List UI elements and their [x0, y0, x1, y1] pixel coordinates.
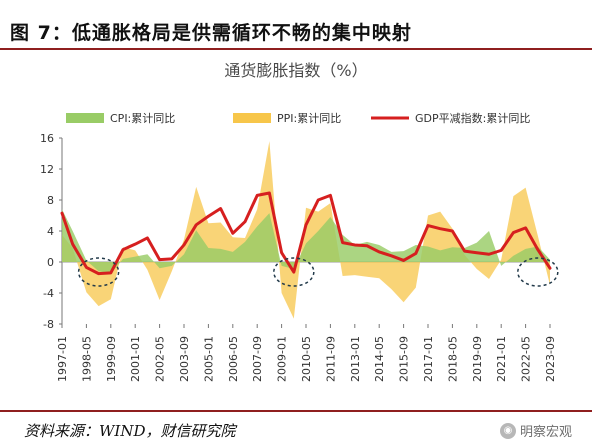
y-tick-label-6: -8: [43, 318, 54, 331]
cpi-area: [62, 209, 550, 274]
x-tick-label-19: 2022-05: [520, 336, 533, 382]
legend-ppi-label: PPI:累计同比: [277, 112, 341, 125]
x-tick-label-10: 2010-05: [300, 336, 313, 382]
source-note: 资料来源：WIND，财信研究院: [24, 422, 236, 440]
figure-footer: 资料来源：WIND，财信研究院 ◉ 明察宏观: [0, 410, 592, 447]
legend-cpi-swatch: [66, 113, 104, 123]
figure-title: 图 7：低通胀格局是供需循环不畅的集中映射: [10, 22, 412, 44]
title-rule: [0, 48, 592, 50]
x-tick-label-11: 2011-09: [324, 336, 337, 382]
x-tick-label-12: 2013-01: [349, 336, 362, 382]
x-tick-label-15: 2017-01: [422, 336, 435, 382]
x-tick-label-17: 2019-09: [471, 336, 484, 382]
x-tick-label-13: 2014-05: [373, 336, 386, 382]
y-tick-label-0: 16: [40, 132, 54, 145]
y-tick-label-2: 8: [47, 194, 54, 207]
highlight-ellipse-1: [273, 257, 315, 287]
x-tick-label-6: 2005-01: [202, 336, 215, 382]
x-tick-label-1: 1998-05: [80, 336, 93, 382]
x-tick-label-14: 2015-09: [398, 336, 411, 382]
chart-title: 通货膨胀指数（%）: [224, 61, 367, 80]
legend-cpi-label: CPI:累计同比: [110, 112, 175, 125]
x-tick-label-18: 2021-01: [495, 336, 508, 382]
gdp-line: [60, 191, 552, 276]
watermark-text: 明察宏观: [519, 425, 572, 440]
x-tick-label-16: 2018-05: [446, 336, 459, 382]
x-tick-label-2: 1999-09: [105, 336, 118, 382]
chart-wrap: 通货膨胀指数（%） CPI:累计同比 PPI:累计同比 GDP平减指数:累计同比 16 1…: [0, 54, 592, 410]
figure-header: 图 7：低通胀格局是供需循环不畅的集中映射: [0, 0, 592, 54]
inflation-chart: 通货膨胀指数（%） CPI:累计同比 PPI:累计同比 GDP平减指数:累计同比 16 1…: [0, 54, 592, 410]
wechat-icon: ◉: [499, 422, 516, 439]
y-tick-label-1: 12: [40, 163, 54, 176]
footer-rule: [0, 410, 592, 412]
highlight-ellipse-2: [517, 257, 559, 287]
x-tick-label-3: 2001-01: [129, 336, 142, 382]
y-tick-label-4: 0: [47, 256, 54, 269]
y-tick-label-3: 4: [47, 225, 54, 238]
x-tick-label-7: 2006-05: [227, 336, 240, 382]
y-tick-label-5: -4: [43, 287, 54, 300]
legend-ppi-swatch: [233, 113, 271, 123]
x-tick-label-4: 2002-05: [154, 336, 167, 382]
x-tick-label-5: 2003-09: [178, 336, 191, 382]
legend-gdp-label: GDP平减指数:累计同比: [415, 111, 530, 125]
x-tick-label-20: 2023-09: [544, 336, 557, 382]
highlight-ellipse-0: [77, 257, 120, 287]
x-tick-label-8: 2007-09: [251, 336, 264, 382]
watermark: ◉ 明察宏观: [499, 421, 572, 440]
x-tick-label-9: 2009-01: [276, 336, 289, 382]
x-tick-label-0: 1997-01: [56, 336, 69, 382]
